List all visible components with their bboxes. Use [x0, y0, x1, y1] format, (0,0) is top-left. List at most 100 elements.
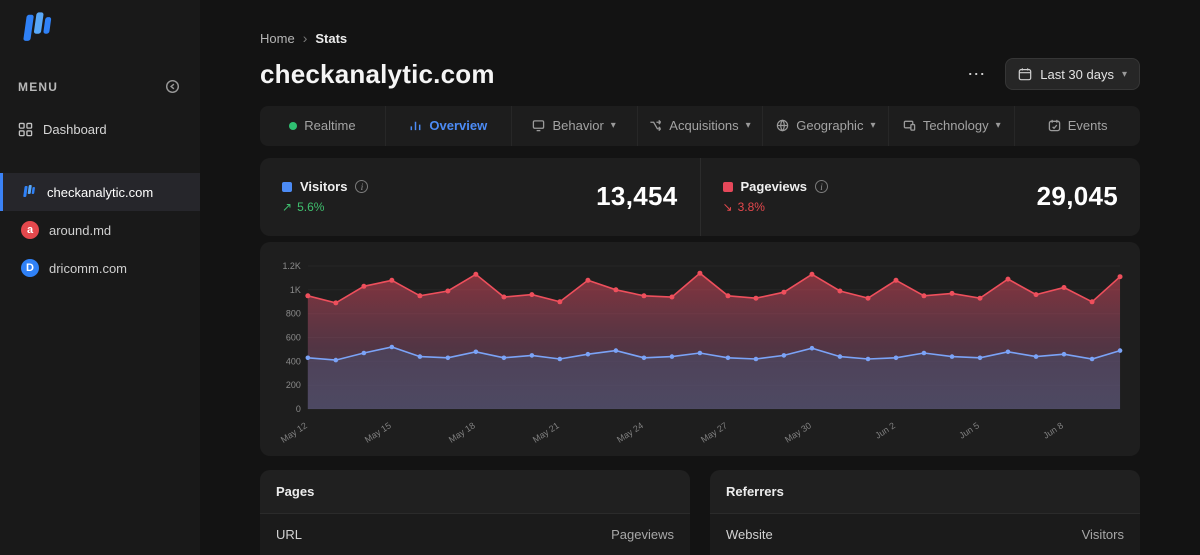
- visitors-legend-swatch: [282, 181, 292, 192]
- date-range-button[interactable]: Last 30 days ▾: [1005, 58, 1140, 90]
- svg-text:600: 600: [286, 332, 301, 342]
- more-options-button[interactable]: ⋯: [961, 60, 991, 89]
- stat-pageviews: Pageviews i ↘ 3.8% 29,045: [699, 157, 1141, 236]
- site-badge-icon: D: [21, 259, 39, 277]
- stat-value: 13,454: [596, 181, 678, 212]
- column-header-website[interactable]: Website: [726, 527, 773, 542]
- site-badge-icon: a: [21, 221, 39, 239]
- menu-label: MENU: [18, 79, 59, 94]
- info-icon[interactable]: i: [815, 180, 828, 194]
- chevron-down-icon: ▾: [1121, 68, 1127, 80]
- referrers-panel-title: Referrers: [710, 470, 1140, 514]
- tab-realtime[interactable]: Realtime: [260, 106, 385, 146]
- header-actions: ⋯ Last 30 days ▾: [961, 58, 1140, 90]
- page-header: checkanalytic.com ⋯ Last 30 days ▾: [260, 58, 1140, 90]
- sidebar: MENU Dashboard: [0, 0, 200, 555]
- breadcrumb: Home › Stats: [260, 30, 1140, 46]
- monitor-icon: [532, 119, 545, 132]
- sidebar-item-dashboard[interactable]: Dashboard: [0, 112, 200, 147]
- pageviews-legend-swatch: [722, 181, 733, 192]
- chevron-down-icon: ▾: [870, 120, 876, 132]
- tab-label: Geographic: [796, 118, 864, 134]
- site-logo-icon: [23, 185, 35, 197]
- chevron-down-icon: ▾: [995, 120, 1001, 132]
- pages-column-headers: URL Pageviews: [260, 514, 690, 555]
- change-percent: 3.8%: [737, 200, 765, 215]
- globe-icon: [776, 119, 789, 132]
- change-percent: 5.6%: [297, 200, 325, 215]
- stat-change: ↘ 3.8%: [723, 200, 829, 214]
- svg-text:May 15: May 15: [363, 420, 393, 444]
- svg-text:May 24: May 24: [615, 420, 645, 444]
- column-header-pageviews[interactable]: Pageviews: [611, 527, 674, 542]
- sidebar-item-label: Dashboard: [43, 122, 107, 137]
- tab-label: Behavior: [552, 118, 604, 134]
- date-range-label: Last 30 days: [1040, 66, 1114, 82]
- device-icon: [903, 119, 916, 132]
- realtime-status-dot-icon: [289, 121, 298, 130]
- trend-up-icon: ↗: [282, 200, 293, 215]
- tab-label: Technology: [922, 118, 989, 134]
- svg-text:May 12: May 12: [279, 420, 309, 444]
- column-header-visitors[interactable]: Visitors: [1081, 527, 1124, 542]
- svg-text:May 30: May 30: [783, 420, 813, 444]
- site-name: around.md: [49, 222, 112, 238]
- column-header-url[interactable]: URL: [276, 527, 303, 542]
- svg-text:May 21: May 21: [531, 420, 561, 444]
- main-content: Home › Stats checkanalytic.com ⋯ Last 30…: [200, 0, 1200, 555]
- tab-label: Acquisitions: [669, 118, 739, 134]
- sidebar-menu-header: MENU: [0, 77, 200, 96]
- stat-label: Pageviews: [740, 179, 808, 195]
- traffic-area-chart[interactable]: 0 200 400 600 800 1K 1.2K May 12 May 15 May 18 May…: [272, 254, 1128, 454]
- branch-arrows-icon: [649, 119, 662, 132]
- tab-events[interactable]: Events: [1014, 106, 1140, 146]
- stat-value: 29,045: [1036, 181, 1118, 212]
- tab-label: Events: [1067, 118, 1108, 134]
- stats-summary: Visitors i ↗ 5.6% 13,454 Pageviews i: [260, 157, 1141, 236]
- svg-text:May 27: May 27: [699, 420, 729, 444]
- site-name: checkanalytic.com: [47, 184, 154, 200]
- svg-text:Jun 8: Jun 8: [1041, 420, 1065, 440]
- svg-text:0: 0: [296, 404, 301, 414]
- referrers-panel: Referrers Website Visitors: [710, 470, 1140, 555]
- chevron-down-icon: ▾: [745, 120, 751, 132]
- tab-technology[interactable]: Technology ▾: [888, 106, 1014, 146]
- traffic-chart-panel: 0 200 400 600 800 1K 1.2K May 12 May 15 May 18 May…: [260, 241, 1140, 456]
- app-logo[interactable]: [0, 0, 200, 53]
- calendar-icon: [1018, 68, 1032, 81]
- svg-text:1.2K: 1.2K: [282, 261, 300, 271]
- page-title: checkanalytic.com: [260, 58, 495, 89]
- trend-down-icon: ↘: [722, 200, 733, 215]
- svg-text:200: 200: [286, 380, 301, 390]
- breadcrumb-chevron-icon: ›: [302, 30, 308, 46]
- site-name: dricomm.com: [49, 260, 128, 276]
- pages-panel-title: Pages: [260, 470, 690, 514]
- sidebar-site-dricomm[interactable]: D dricomm.com: [0, 249, 200, 287]
- bottom-panels: Pages URL Pageviews Referrers Website Vi…: [260, 470, 1140, 555]
- sidebar-toggle-button[interactable]: [163, 77, 182, 96]
- svg-text:Jun 2: Jun 2: [873, 420, 897, 440]
- tab-overview[interactable]: Overview: [384, 106, 511, 146]
- referrers-column-headers: Website Visitors: [710, 514, 1140, 555]
- stat-change: ↗ 5.6%: [282, 200, 368, 214]
- stat-visitors: Visitors i ↗ 5.6% 13,454: [260, 158, 700, 236]
- sidebar-site-around[interactable]: a around.md: [0, 211, 200, 249]
- breadcrumb-current: Stats: [315, 30, 348, 46]
- tab-label: Overview: [429, 118, 488, 134]
- sidebar-site-checkanalytic[interactable]: checkanalytic.com: [0, 173, 200, 211]
- svg-text:May 18: May 18: [447, 420, 477, 444]
- tab-geographic[interactable]: Geographic ▾: [762, 106, 888, 146]
- stat-label: Visitors: [300, 179, 348, 195]
- tab-label: Realtime: [304, 118, 356, 134]
- tab-behavior[interactable]: Behavior ▾: [510, 106, 637, 146]
- breadcrumb-home-link[interactable]: Home: [260, 30, 295, 46]
- dashboard-grid-icon: [18, 122, 33, 137]
- info-icon[interactable]: i: [355, 180, 369, 194]
- bar-chart-icon: [409, 119, 422, 132]
- tab-acquisitions[interactable]: Acquisitions ▾: [636, 106, 763, 146]
- brand-logo-icon: [23, 12, 52, 41]
- pages-panel: Pages URL Pageviews: [260, 470, 690, 555]
- svg-text:1K: 1K: [290, 284, 301, 294]
- events-icon: [1048, 119, 1061, 132]
